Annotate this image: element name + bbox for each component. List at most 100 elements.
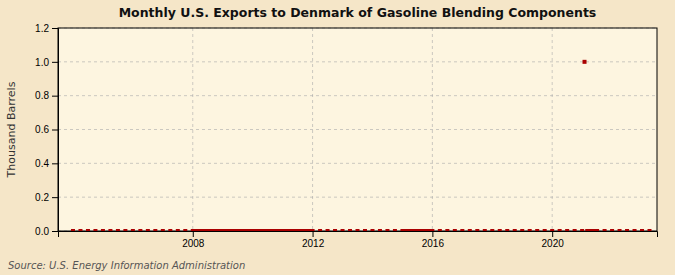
- x-axis-line: [59, 232, 658, 238]
- point: [116, 229, 120, 231]
- point: [603, 229, 607, 231]
- y-tick-label: 0.8: [35, 90, 49, 101]
- y-tick-mark: [52, 163, 58, 164]
- point: [326, 229, 330, 231]
- point: [356, 229, 360, 231]
- point: [483, 229, 487, 231]
- point: [633, 229, 637, 231]
- point: [78, 229, 82, 231]
- plot: 2008 2012 2016 2020 0.0 0.2 0.4 0.6 0.8 1.0 1.2: [35, 23, 657, 249]
- point: [640, 229, 644, 231]
- grid-line-y: [58, 129, 657, 130]
- y-tick: 0.4: [35, 158, 58, 169]
- point: [146, 229, 150, 231]
- y-tick-mark: [52, 62, 58, 63]
- y-tick-label: 0.0: [35, 226, 49, 237]
- y-tick-label: 0.2: [35, 192, 49, 203]
- point: [311, 229, 315, 231]
- point: [393, 229, 397, 231]
- x-tick: 2020: [542, 231, 565, 249]
- points: [71, 60, 652, 231]
- y-tick-label: 1.0: [35, 57, 49, 68]
- point: [535, 229, 539, 231]
- point: [528, 229, 532, 231]
- y-tick-mark: [52, 96, 58, 97]
- point: [378, 229, 382, 231]
- y-axis: 0.0 0.2 0.4 0.6 0.8 1.0 1.2: [35, 23, 58, 237]
- point: [93, 229, 97, 231]
- y-tick: 0.0: [35, 226, 58, 237]
- point: [498, 229, 502, 231]
- point: [138, 229, 142, 231]
- y-tick-mark: [52, 231, 58, 232]
- grid: [58, 28, 657, 231]
- point: [580, 229, 584, 231]
- point: [468, 229, 472, 231]
- point: [131, 229, 135, 231]
- grid-line-y: [58, 197, 657, 198]
- y-tick-mark: [52, 197, 58, 198]
- point: [550, 229, 554, 231]
- point: [490, 229, 494, 231]
- y-tick-label: 0.4: [35, 158, 49, 169]
- point: [460, 229, 464, 231]
- point: [513, 229, 517, 231]
- point: [108, 229, 112, 231]
- grid-line-y: [58, 61, 657, 62]
- annotation: Source: U.S. Energy Information Administ…: [8, 260, 245, 271]
- point: [333, 229, 337, 231]
- point: [123, 229, 127, 231]
- x-tick: 2012: [302, 231, 325, 249]
- y-tick: 0.6: [35, 124, 58, 135]
- point: [176, 229, 180, 231]
- point: [183, 229, 187, 231]
- x-tick-label: 2008: [182, 238, 205, 249]
- point: [71, 229, 75, 231]
- grid-line-x: [552, 28, 553, 231]
- grid-line-y: [58, 95, 657, 96]
- y-tick: 1.0: [35, 57, 58, 68]
- point: [583, 60, 587, 64]
- point: [318, 229, 322, 231]
- point: [610, 229, 614, 231]
- y-axis-label: Thousand Barrels: [5, 81, 18, 178]
- x-axis: 2008 2012 2016 2020: [59, 231, 658, 249]
- x-tick-mark: [432, 231, 433, 237]
- x-tick-label: 2016: [422, 238, 445, 249]
- y-tick-mark: [52, 130, 58, 131]
- x-tick: 2008: [182, 231, 205, 249]
- point: [520, 229, 524, 231]
- point: [348, 229, 352, 231]
- y-tick: 0.2: [35, 192, 58, 203]
- x-tick-mark: [313, 231, 314, 237]
- x-tick-mark: [552, 231, 553, 237]
- point: [505, 229, 509, 231]
- point: [153, 229, 157, 231]
- point: [385, 229, 389, 231]
- point: [438, 229, 442, 231]
- point: [648, 229, 652, 231]
- x-tick-label: 2012: [302, 238, 325, 249]
- point: [453, 229, 457, 231]
- y-tick-label: 0.6: [35, 124, 49, 135]
- y-tick: 0.8: [35, 90, 58, 101]
- y-tick-label: 1.2: [35, 23, 49, 34]
- point: [86, 229, 90, 231]
- plot-frame: [58, 28, 657, 231]
- point: [430, 229, 434, 231]
- point: [475, 229, 479, 231]
- x-tick-label: 2020: [542, 238, 565, 249]
- x-tick: 2016: [422, 231, 445, 249]
- point: [161, 229, 165, 231]
- point: [543, 229, 547, 231]
- point: [558, 229, 562, 231]
- grid-line-y: [58, 163, 657, 164]
- plot-background: [58, 28, 657, 231]
- point: [625, 229, 629, 231]
- point: [565, 229, 569, 231]
- y-tick: 1.2: [35, 23, 58, 34]
- point: [168, 229, 172, 231]
- point: [445, 229, 449, 231]
- grid-line-x: [432, 28, 433, 231]
- point: [370, 229, 374, 231]
